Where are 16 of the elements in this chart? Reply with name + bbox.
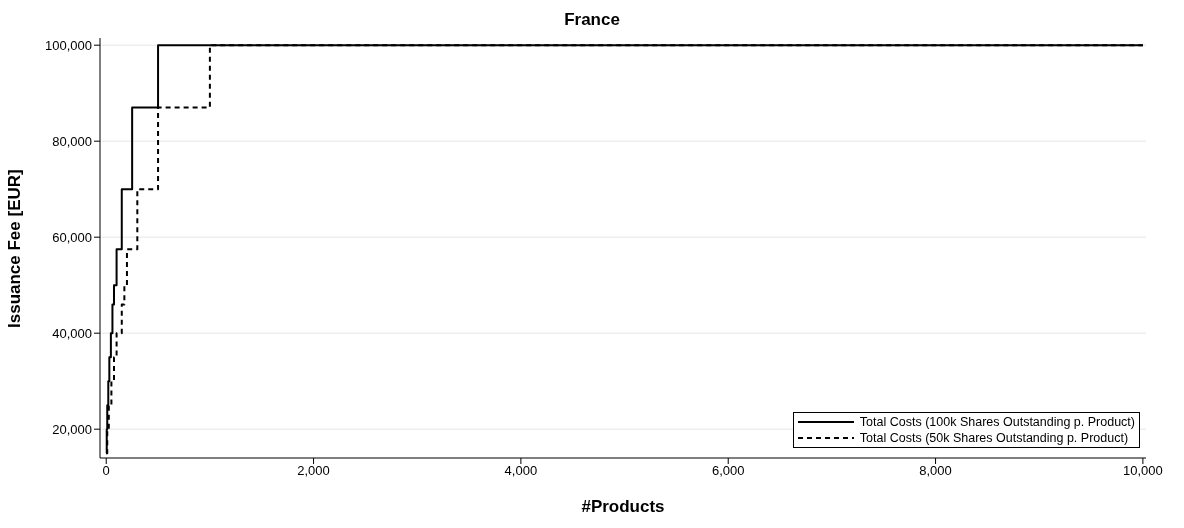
y-tick-label: 100,000 [45,37,92,53]
legend-label: Total Costs (50k Shares Outstanding p. Product) [859,430,1129,446]
chart-title: France [563,9,621,31]
x-tick-label: 4,000 [504,463,538,479]
y-tick-label: 40,000 [52,325,92,341]
x-tick-label: 6,000 [711,463,745,479]
x-axis-title: #Products [581,497,665,516]
x-tick-label: 10,000 [1123,463,1163,479]
x-tick-label: 0 [102,463,110,479]
x-tick-label: 8,000 [919,463,952,479]
y-tick-label: 20,000 [52,421,92,437]
y-axis-title: Issuance Fee [EUR] [5,169,25,328]
y-tick-label: 80,000 [52,133,92,149]
legend-label: Total Costs (100k Shares Outstanding p. Product) [859,414,1135,430]
y-tick-label: 60,000 [52,229,92,245]
x-tick-label: 2,000 [297,463,330,479]
